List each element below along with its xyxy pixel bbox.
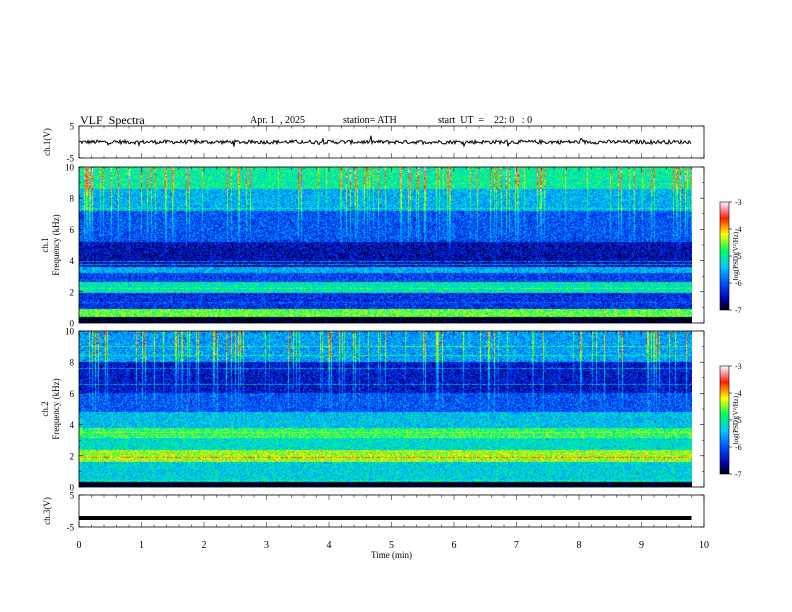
station-label: station= ATH — [343, 115, 397, 126]
colorbar-ch.2 — [719, 365, 730, 475]
chart-title: VLF Spectra — [80, 113, 145, 127]
colorbar-label: log(PSD)(V²/Hz) — [732, 395, 740, 444]
colorbar-tick-label: -6 — [735, 279, 742, 288]
colorbar-tick-label: -7 — [735, 306, 742, 315]
y-tick-label: 10 — [65, 327, 75, 337]
y-tick-label: 8 — [70, 194, 75, 204]
frequency-axis-label: Frequency (kHz) — [51, 378, 61, 439]
channel-label: ch.3(V) — [42, 497, 52, 525]
x-tick-label: 9 — [639, 540, 644, 551]
y-tick-label: 0 — [70, 483, 75, 493]
colorbar-tick-label: -5 — [735, 416, 742, 425]
x-tick-label: 0 — [77, 540, 82, 551]
start-time-label: start UT = 22: 0 : 0 — [438, 115, 533, 126]
x-tick-label: 8 — [577, 540, 582, 551]
y-tick-label: 4 — [70, 256, 75, 266]
y-tick-label: 0 — [70, 319, 75, 329]
colorbar-ch.1 — [719, 201, 730, 311]
spectrogram-ch-1 — [79, 167, 692, 323]
x-tick-label: 4 — [327, 540, 332, 551]
y-tick-label: 6 — [70, 225, 75, 235]
colorbar-tick-label: -3 — [735, 198, 742, 207]
colorbar-tick-label: -6 — [735, 443, 742, 452]
colorbar-tick-label: -3 — [735, 362, 742, 371]
x-tick-label: 7 — [514, 540, 519, 551]
date-label: Apr. 1 , 2025 — [250, 115, 305, 126]
y-tick-label: 2 — [70, 287, 75, 297]
y-tick-label: -5 — [67, 154, 75, 164]
colorbar-tick-label: -4 — [735, 225, 742, 234]
y-tick-label: 6 — [70, 389, 75, 399]
x-tick-label: 2 — [202, 540, 207, 551]
spectrogram-ch-2 — [79, 331, 692, 487]
channel-label: ch.2 — [40, 401, 50, 416]
y-tick-label: -5 — [67, 523, 75, 533]
y-tick-label: 10 — [65, 163, 75, 173]
y-tick-label: 2 — [70, 451, 75, 461]
x-tick-label: 5 — [389, 540, 394, 551]
frequency-axis-label: Frequency (kHz) — [51, 214, 61, 275]
channel-label: ch.1 — [40, 237, 50, 252]
colorbar-tick-label: -4 — [735, 389, 742, 398]
x-axis-label: Time (min) — [371, 550, 412, 560]
waveform-line-ch1 — [78, 135, 692, 148]
y-tick-label: 5 — [70, 122, 75, 132]
x-tick-label: 10 — [699, 540, 709, 551]
y-tick-label: 8 — [70, 358, 75, 368]
colorbar-tick-label: -5 — [735, 252, 742, 261]
x-tick-label: 1 — [139, 540, 144, 551]
channel-label: ch.1(V) — [42, 128, 52, 156]
x-tick-label: 3 — [264, 540, 269, 551]
colorbar-label: log(PSD)(V²/Hz) — [732, 231, 740, 280]
x-tick-label: 6 — [452, 540, 457, 551]
y-tick-label: 4 — [70, 420, 75, 430]
colorbar-tick-label: -7 — [735, 470, 742, 479]
y-tick-label: 5 — [70, 491, 75, 501]
